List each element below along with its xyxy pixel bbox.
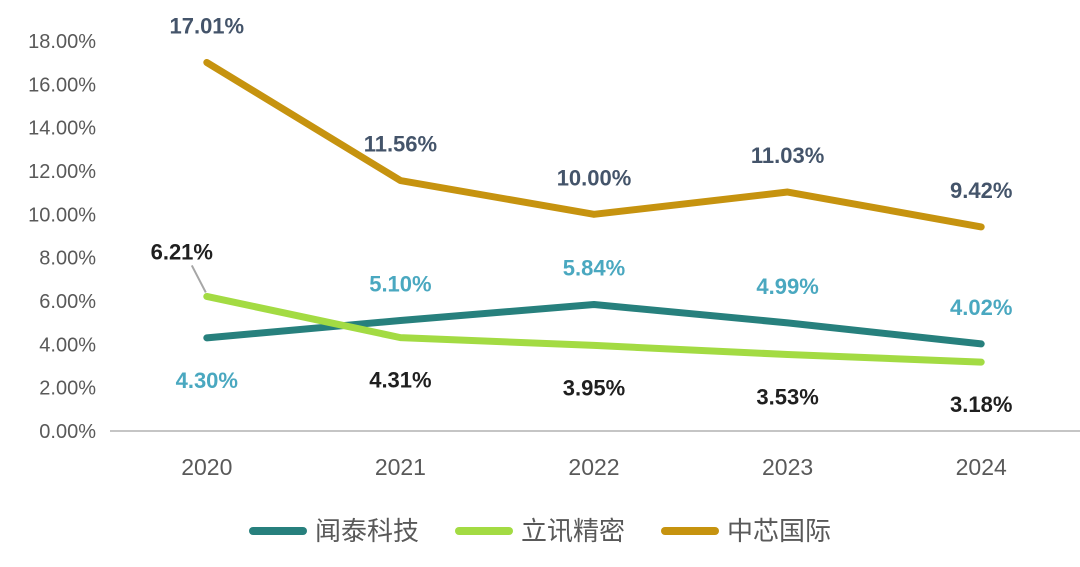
data-label-闻泰科技: 5.10% <box>369 272 431 297</box>
legend-item-中芯国际: 中芯国际 <box>661 518 831 544</box>
data-label-中芯国际: 17.01% <box>169 13 244 38</box>
x-axis-tick-label: 2021 <box>375 454 426 480</box>
y-axis-tick-label: 14.00% <box>28 118 96 140</box>
y-axis-tick-label: 10.00% <box>28 204 96 226</box>
x-axis-tick-label: 2020 <box>181 454 232 480</box>
legend-label: 中芯国际 <box>727 516 832 546</box>
x-axis-tick-label: 2022 <box>568 454 619 480</box>
data-label-立讯精密: 6.21% <box>151 239 213 264</box>
y-axis-tick-label: 16.00% <box>28 74 96 96</box>
data-label-中芯国际: 11.56% <box>364 132 437 157</box>
legend-swatch-icon <box>661 527 719 535</box>
x-axis-tick-label: 2023 <box>762 454 813 480</box>
data-label-闻泰科技: 4.30% <box>176 368 238 393</box>
series-line-中芯国际 <box>203 58 985 231</box>
data-label-闻泰科技: 5.84% <box>563 255 625 280</box>
y-axis-tick-label: 6.00% <box>39 291 96 313</box>
data-label-leader-line <box>190 264 207 293</box>
legend-swatch-icon <box>248 527 307 535</box>
legend-item-立讯精密: 立讯精密 <box>454 516 625 546</box>
y-axis-tick-label: 12.00% <box>28 161 96 183</box>
data-label-立讯精密: 3.18% <box>950 392 1012 417</box>
data-label-中芯国际: 11.03% <box>751 143 824 168</box>
y-axis-tick-label: 4.00% <box>39 334 96 356</box>
data-label-立讯精密: 4.31% <box>369 368 431 393</box>
data-label-立讯精密: 3.95% <box>563 375 625 400</box>
y-axis-tick-label: 8.00% <box>39 248 96 270</box>
data-label-闻泰科技: 4.02% <box>950 295 1012 320</box>
legend-swatch-icon <box>454 527 513 535</box>
x-axis-tick-label: 2024 <box>956 454 1007 480</box>
data-label-立讯精密: 3.53% <box>756 385 818 410</box>
data-label-中芯国际: 10.00% <box>557 165 632 190</box>
y-axis-tick-label: 2.00% <box>39 378 96 400</box>
legend-label: 立讯精密 <box>520 516 625 546</box>
y-axis-tick-label: 0.00% <box>39 421 96 443</box>
y-axis-tick-label: 18.00% <box>28 31 96 53</box>
series-line-立讯精密 <box>203 292 985 366</box>
data-label-中芯国际: 9.42% <box>950 178 1012 203</box>
chart-legend: 闻泰科技 立讯精密 中芯国际 <box>0 518 1080 544</box>
legend-label: 闻泰科技 <box>314 516 419 546</box>
data-label-闻泰科技: 4.99% <box>756 274 818 299</box>
legend-item-闻泰科技: 闻泰科技 <box>248 516 419 546</box>
